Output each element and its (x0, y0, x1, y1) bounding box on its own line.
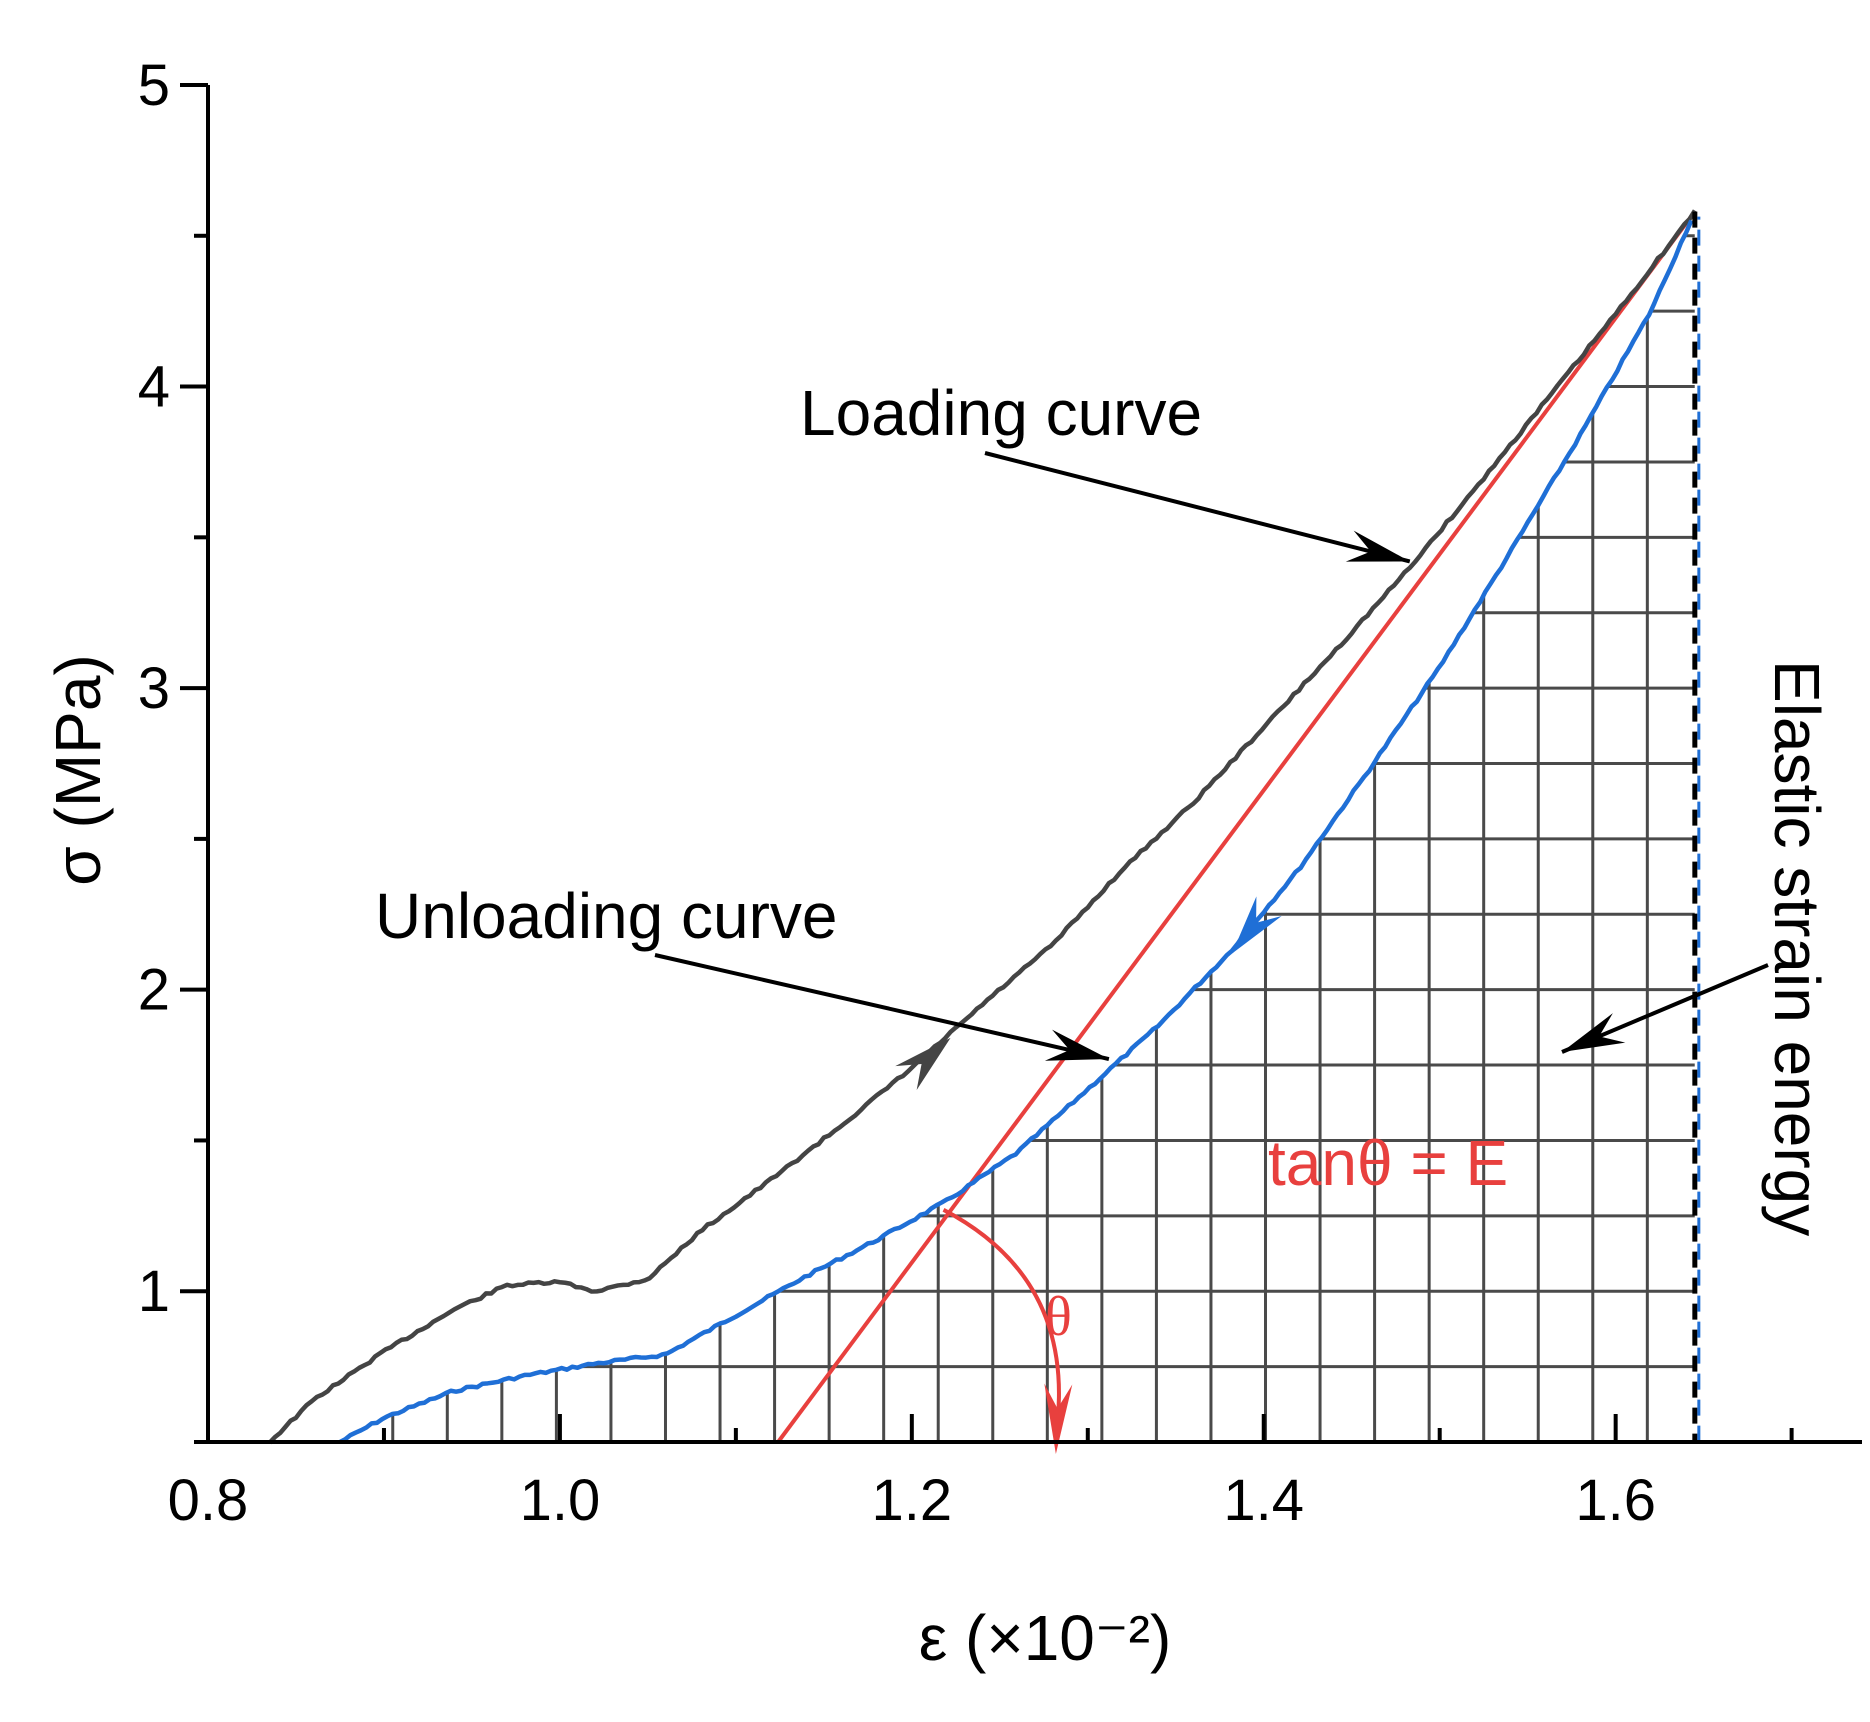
elastic-pointer-shaft (1561, 963, 1769, 1054)
series-layer (267, 209, 1701, 1454)
annotation-arrows (654, 451, 1769, 1061)
x-tick-label: 1.0 (520, 1468, 601, 1533)
unloading-curve-label: Unloading curve (375, 880, 838, 952)
tick-labels: 1 2 3 4 5 0.8 1.0 1.2 1.4 1.6 (138, 53, 1656, 1533)
elastic-pointer-head (1562, 1013, 1626, 1052)
x-tick-label: 1.2 (872, 1468, 953, 1533)
x-tick-label: 1.4 (1223, 1468, 1304, 1533)
y-tick-label: 1 (138, 1259, 170, 1324)
elastic-energy-grid (339, 211, 1695, 1443)
y-tick-label: 2 (138, 958, 170, 1023)
theta-arc (942, 1208, 1061, 1419)
x-axis-title: ε (×10⁻²) (919, 1602, 1172, 1674)
theta-label: θ (1045, 1286, 1072, 1348)
modulus-label: tanθ = E (1268, 1127, 1508, 1199)
unloading-direction-arrow (1232, 896, 1282, 954)
loading-pointer-shaft (984, 451, 1411, 564)
y-tick-label: 5 (138, 53, 170, 118)
axes (180, 83, 1862, 1444)
unloading-pointer-shaft (654, 953, 1110, 1061)
loading-direction-arrow (895, 1037, 951, 1090)
x-tick-label: 0.8 (168, 1468, 249, 1533)
y-tick-label: 3 (138, 656, 170, 721)
x-tick-label: 1.6 (1575, 1468, 1656, 1533)
loading-curve-label: Loading curve (800, 377, 1202, 449)
loading-curve (267, 209, 1697, 1445)
tangent-line (776, 210, 1697, 1444)
theta-arc-arrow (1044, 1383, 1073, 1454)
elastic-strain-energy-label: Elastic strain energy (1761, 660, 1833, 1236)
y-tick-label: 4 (138, 355, 170, 420)
y-axis-title: σ (MPa) (42, 654, 114, 886)
loading-pointer-head (1345, 530, 1410, 562)
unloading-curve (338, 219, 1694, 1444)
unloading-pointer-head (1044, 1029, 1109, 1061)
